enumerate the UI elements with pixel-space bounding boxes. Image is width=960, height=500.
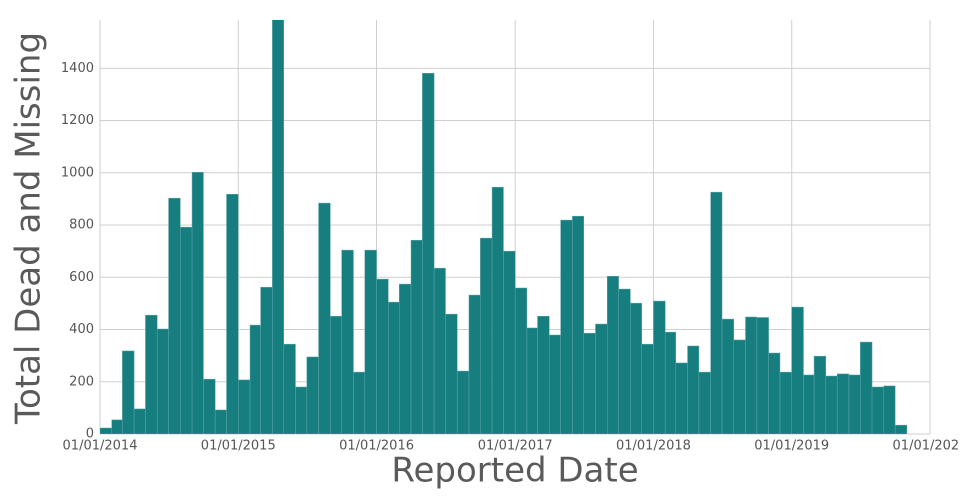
- bars: [100, 20, 908, 434]
- bar: [836, 373, 850, 434]
- bar: [376, 278, 389, 434]
- bar: [803, 374, 815, 434]
- bar: [295, 386, 308, 434]
- bar: [675, 362, 688, 434]
- bar: [595, 323, 608, 434]
- bar: [283, 343, 296, 434]
- y-tick-label: 1000: [61, 165, 94, 180]
- bar: [710, 191, 723, 434]
- x-tick-label: 01/01/2020: [893, 439, 960, 454]
- bar: [445, 313, 458, 434]
- bar: [133, 408, 146, 434]
- bar: [630, 302, 642, 434]
- bar: [549, 334, 561, 434]
- bar: [468, 294, 481, 434]
- bar: [745, 316, 758, 434]
- bar: [191, 172, 204, 434]
- bar: [813, 355, 827, 434]
- y-tick-label: 800: [69, 218, 94, 233]
- bar: [721, 318, 735, 434]
- x-tick-label: 01/01/2018: [616, 439, 691, 454]
- bar: [433, 267, 446, 434]
- bar: [848, 374, 861, 434]
- bar: [203, 378, 216, 434]
- bar: [111, 419, 123, 434]
- bar: [491, 186, 504, 434]
- bar: [733, 339, 746, 434]
- bar: [422, 73, 435, 434]
- bar: [572, 215, 585, 434]
- bar: [238, 379, 251, 434]
- bar: [249, 324, 261, 434]
- bar: [410, 239, 423, 434]
- bar: [606, 275, 619, 434]
- bar: [306, 356, 319, 434]
- bar: [168, 197, 181, 434]
- bar: [180, 226, 193, 434]
- bar: [260, 286, 273, 434]
- bar: [664, 331, 677, 434]
- bar: [526, 327, 538, 434]
- bar: [388, 301, 400, 434]
- bar: [341, 249, 354, 434]
- bar: [687, 345, 700, 434]
- bar: [779, 371, 792, 434]
- bar: [894, 424, 908, 434]
- y-tick-label: 400: [69, 322, 94, 337]
- y-tick-label: 0: [86, 427, 94, 442]
- bar: [791, 306, 804, 434]
- bar: [214, 409, 227, 434]
- x-tick-label: 01/01/2016: [339, 439, 414, 454]
- bar: [272, 20, 284, 434]
- bar: [318, 202, 331, 434]
- bar: [698, 371, 711, 434]
- x-tick-label: 01/01/2015: [201, 439, 276, 454]
- ticks: 0 200 400 600 800 1000 1200 1400 01/01/2014 01/01…: [61, 61, 960, 454]
- y-tick-label: 200: [69, 374, 94, 389]
- x-tick-label: 01/01/2019: [754, 439, 829, 454]
- bar: [860, 341, 873, 434]
- bar: [100, 427, 112, 434]
- bar: [480, 237, 493, 434]
- bar: [537, 315, 550, 434]
- bar: [583, 332, 596, 434]
- y-tick-label: 1400: [61, 61, 94, 76]
- bar: [364, 249, 377, 434]
- bar: [825, 375, 838, 434]
- y-tick-label: 600: [69, 270, 94, 285]
- bar: [399, 283, 412, 434]
- bar: [503, 250, 516, 434]
- y-axis-label: Total Dead and Missing: [9, 32, 49, 425]
- bar: [456, 370, 470, 434]
- bar: [641, 343, 654, 434]
- bar: [756, 317, 769, 434]
- bar: [883, 385, 896, 434]
- bar: [330, 315, 342, 434]
- bar: [514, 287, 528, 434]
- bar: [560, 219, 573, 434]
- x-tick-label: 01/01/2017: [478, 439, 553, 454]
- x-axis-label: Reported Date: [391, 451, 638, 491]
- bar: [145, 314, 158, 434]
- bar: [353, 371, 366, 434]
- bar: [226, 193, 239, 434]
- bar: [618, 288, 631, 434]
- y-tick-label: 1200: [61, 113, 94, 128]
- bar: [653, 300, 666, 434]
- x-tick-label: 01/01/2014: [63, 439, 138, 454]
- bar: [871, 386, 885, 434]
- bar: [768, 352, 781, 434]
- bar: [156, 328, 169, 434]
- bar: [122, 350, 135, 434]
